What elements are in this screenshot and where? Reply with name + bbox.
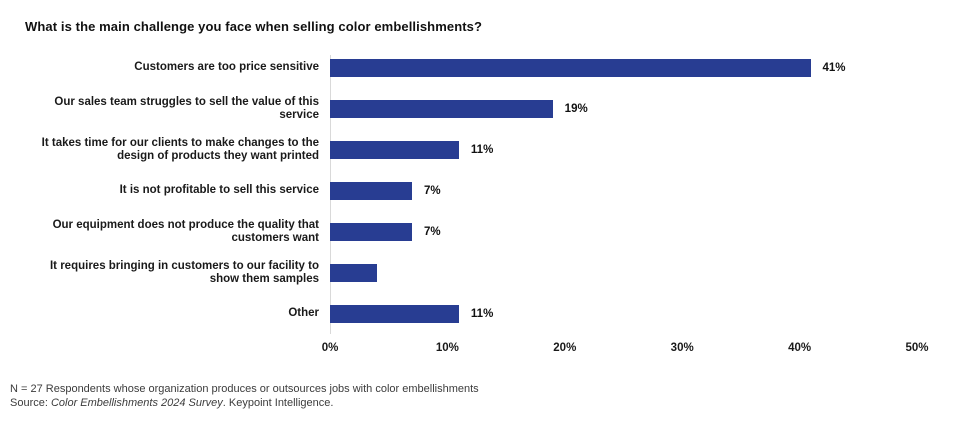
bar-row: It is not profitable to sell this servic… <box>0 170 965 211</box>
bar-rows: Customers are too price sensitive 41% Ou… <box>0 47 965 334</box>
category-label: It is not profitable to sell this servic… <box>119 184 319 196</box>
footnote-respondents: N = 27 Respondents whose organization pr… <box>10 383 479 395</box>
bar <box>330 222 413 241</box>
bar-track <box>330 263 916 282</box>
bar <box>330 140 459 159</box>
bar-track: 7% <box>330 181 916 200</box>
bar-row: Other 11% <box>0 293 965 334</box>
x-axis-tick: 50% <box>905 342 929 354</box>
x-axis-tick: 40% <box>788 342 812 354</box>
value-label: 7% <box>424 184 441 197</box>
x-axis-tick: 30% <box>670 342 694 354</box>
bar-track: 7% <box>330 222 916 241</box>
bar-track: 19% <box>330 99 916 118</box>
category-label: Our sales team struggles to sell the val… <box>54 95 319 121</box>
chart-title: What is the main challenge you face when… <box>25 19 483 34</box>
bar-row: Customers are too price sensitive 41% <box>0 47 965 88</box>
value-label: 7% <box>424 225 441 238</box>
footnote-source: Source: Color Embellishments 2024 Survey… <box>10 396 334 409</box>
chart-footnote: N = 27 Respondents whose organization pr… <box>10 383 479 410</box>
category-label: Customers are too price sensitive <box>134 61 319 73</box>
category-label: Our equipment does not produce the quali… <box>52 218 319 244</box>
category-label: It requires bringing in customers to our… <box>49 259 319 285</box>
x-axis: 0% 10% 20% 30% 40% 50% <box>322 342 929 358</box>
bar-row: It requires bringing in customers to our… <box>0 252 965 293</box>
bar <box>330 58 811 77</box>
value-label: 11% <box>470 307 494 320</box>
value-label: 41% <box>822 61 846 74</box>
category-label: It takes time for our clients to make ch… <box>41 136 319 162</box>
bar-row: It takes time for our clients to make ch… <box>0 129 965 170</box>
category-label: Other <box>288 307 319 319</box>
bar <box>330 304 459 323</box>
bar-track: 11% <box>330 304 916 323</box>
bar <box>330 181 413 200</box>
bar-track: 41% <box>330 58 916 77</box>
bar-track: 11% <box>330 140 916 159</box>
bar-row: Our equipment does not produce the quali… <box>0 211 965 252</box>
value-label: 19% <box>564 102 588 115</box>
value-label: 11% <box>470 143 494 156</box>
bar <box>330 99 553 118</box>
bar <box>330 263 377 282</box>
x-axis-tick: 10% <box>435 342 459 354</box>
x-axis-tick: 20% <box>553 342 577 354</box>
bar-row: Our sales team struggles to sell the val… <box>0 88 965 129</box>
x-axis-tick: 0% <box>321 342 339 354</box>
